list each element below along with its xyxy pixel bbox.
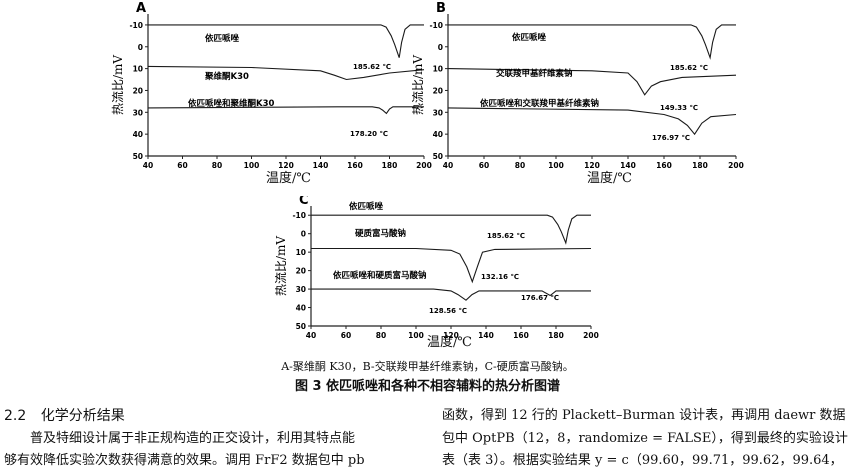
series-label: 依匹哌唑和交联羧甲基纤维素钠	[480, 98, 600, 109]
y-tick-label: 50	[133, 152, 143, 161]
y-tick-label: 50	[433, 152, 443, 161]
y-tick-label: 10	[433, 65, 443, 74]
x-tick-label: 160	[347, 161, 363, 170]
y-tick-label: 10	[133, 65, 143, 74]
y-tick-label: 40	[433, 130, 443, 139]
x-tick-label: 200	[728, 161, 744, 170]
x-tick-label: 60	[341, 331, 351, 340]
chart-panel-a: A40 60 80 100 120 140 160 180 200-1001020304050热…	[111, 1, 432, 170]
x-tick-label: 120	[443, 331, 459, 340]
y-tick-label: 40	[133, 130, 143, 139]
peak-annotation: 185.62 ℃	[670, 64, 708, 72]
series-label: 依匹哌唑	[205, 33, 240, 44]
panel-label: B	[436, 1, 446, 16]
x-tick-label: 160	[513, 331, 529, 340]
x-tick-label: 40	[306, 331, 316, 340]
series-label: 依匹哌唑	[512, 32, 547, 43]
peak-annotation: 178.20 ℃	[350, 130, 388, 138]
y-tick-label: 20	[296, 267, 306, 276]
series-label: 硬质富马酸钠	[355, 228, 407, 239]
x-tick-label: 80	[515, 161, 525, 170]
series-line	[311, 247, 592, 284]
panel-b-xlabel: 温度/℃	[587, 171, 632, 186]
y-tick-label: 40	[296, 304, 306, 313]
y-tick-label: 0	[138, 43, 143, 52]
y-tick-label: 50	[296, 322, 306, 331]
x-tick-label: 100	[244, 161, 260, 170]
series-line	[311, 288, 591, 301]
peak-annotation: 185.62 ℃	[487, 232, 525, 240]
section-heading: 2.2 化学分析结果	[4, 405, 125, 425]
series-label: 依匹哌唑和聚维酮K30	[188, 98, 275, 109]
x-tick-label: 60	[479, 161, 489, 170]
panel-c-xlabel: 温度/℃	[427, 335, 472, 350]
y-tick-label: -10	[129, 21, 143, 30]
chart-panel-c: C40 60 80 100 120 140 160 180 200-1001020304050热…	[275, 196, 599, 340]
series-line	[311, 214, 591, 245]
paragraph-left-line-1: 普及特细设计属于非正规构造的正交设计，利用其特点能	[30, 431, 356, 446]
series-line	[147, 65, 425, 81]
x-tick-label: 80	[212, 161, 222, 170]
peak-annotation: 132.16 ℃	[481, 273, 519, 281]
x-tick-label: 200	[583, 331, 599, 340]
section-title: 化学分析结果	[40, 408, 125, 424]
series-label: 交联羧甲基纤维素钠	[496, 68, 573, 79]
y-tick-label: 0	[438, 43, 443, 52]
x-tick-label: 120	[278, 161, 294, 170]
chart-panel-b: B40 60 80 100 120 140 160 180 200-1001020304050热…	[412, 1, 744, 170]
peak-annotation: 176.67 ℃	[521, 294, 559, 302]
paragraph-right-line-2: 包中 OptPB（12，8，randomize = FALSE），得到最终的实验…	[442, 431, 848, 446]
panel-a-xlabel: 温度/℃	[266, 171, 311, 186]
series-line	[447, 107, 737, 136]
peak-annotation: 185.62 ℃	[353, 63, 391, 71]
figure-subcaption: A-聚维酮 K30，B-交联羧甲基纤维素钠，C-硬质富马酸钠。	[281, 360, 574, 373]
y-tick-label: 20	[133, 86, 143, 95]
x-tick-label: 140	[478, 331, 494, 340]
y-tick-label: -10	[429, 21, 443, 30]
series-label: 依匹哌唑和硬质富马酸钠	[333, 270, 427, 281]
y-tick-label: 20	[433, 86, 443, 95]
x-tick-label: 60	[177, 161, 187, 170]
x-tick-label: 180	[548, 331, 564, 340]
x-tick-label: 100	[548, 161, 564, 170]
x-tick-label: 120	[584, 161, 600, 170]
series-line	[447, 68, 737, 96]
x-tick-label: 40	[143, 161, 153, 170]
y-axis-label: 热流比/mV	[412, 55, 425, 115]
paragraph-right-line-1: 函数，得到 12 行的 Plackett–Burman 设计表，再调用 daew…	[442, 408, 846, 423]
x-tick-label: 160	[656, 161, 672, 170]
y-tick-label: 30	[296, 285, 306, 294]
y-tick-label: 0	[301, 230, 306, 239]
x-tick-label: 140	[620, 161, 636, 170]
paragraph-right-line-3: 表（表 3）。根据实验结果 y = c（99.60，99.71，99.62，99…	[442, 453, 843, 468]
figure-caption: 图 3 依匹哌唑和各种不相容辅料的热分析图谱	[294, 379, 561, 394]
y-tick-label: -10	[292, 211, 306, 220]
x-tick-label: 80	[376, 331, 386, 340]
y-tick-label: 30	[433, 108, 443, 117]
x-tick-label: 40	[443, 161, 453, 170]
x-tick-label: 100	[408, 331, 424, 340]
y-tick-label: 30	[133, 108, 143, 117]
x-tick-label: 180	[692, 161, 708, 170]
peak-annotation: 128.56 ℃	[429, 307, 467, 315]
series-label: 聚维酮K30	[204, 71, 249, 82]
panel-label: A	[136, 1, 146, 16]
series-line	[148, 24, 424, 58]
series-label: 依匹哌唑	[349, 201, 384, 212]
y-axis-label: 热流比/mV	[275, 236, 288, 296]
y-tick-label: 10	[296, 248, 306, 257]
series-line	[448, 24, 736, 60]
paragraph-left-line-2: 够有效降低实验次数获得满意的效果。调用 FrF2 数据包中 pb	[4, 453, 365, 468]
y-axis-label: 热流比/mV	[111, 55, 125, 115]
section-number: 2.2	[4, 408, 27, 424]
peak-annotation: 149.33 ℃	[660, 104, 698, 112]
x-tick-label: 140	[313, 161, 329, 170]
peak-annotation: 176.97 ℃	[652, 134, 690, 142]
series-line	[147, 106, 424, 115]
x-tick-label: 180	[382, 161, 398, 170]
panel-label: C	[299, 196, 309, 208]
x-tick-label: 200	[416, 161, 432, 170]
